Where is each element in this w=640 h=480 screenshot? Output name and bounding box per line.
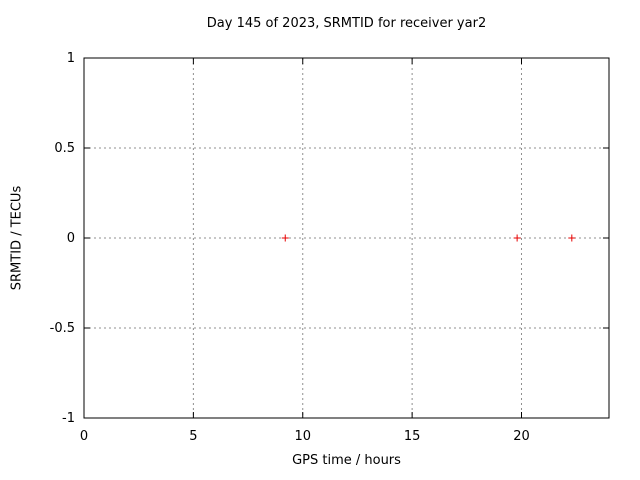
data-point-marker (281, 234, 289, 242)
y-tick-label: 0 (67, 231, 75, 246)
y-tick-label: -0.5 (50, 321, 75, 336)
data-point-marker (513, 234, 521, 242)
x-tick-label: 5 (189, 429, 197, 444)
plot-border (83, 57, 610, 419)
x-tick-label: 10 (294, 429, 311, 444)
x-tick-label: 0 (80, 429, 88, 444)
y-tick-label: 1 (67, 51, 75, 66)
y-tick-label: 0.5 (54, 141, 75, 156)
data-point-marker (568, 234, 576, 242)
x-axis-label: GPS time / hours (292, 453, 401, 468)
x-tick-label: 20 (513, 429, 530, 444)
chart-title: Day 145 of 2023, SRMTID for receiver yar… (206, 16, 487, 31)
x-tick-label: 15 (404, 429, 421, 444)
y-tick-label: -1 (62, 411, 75, 426)
